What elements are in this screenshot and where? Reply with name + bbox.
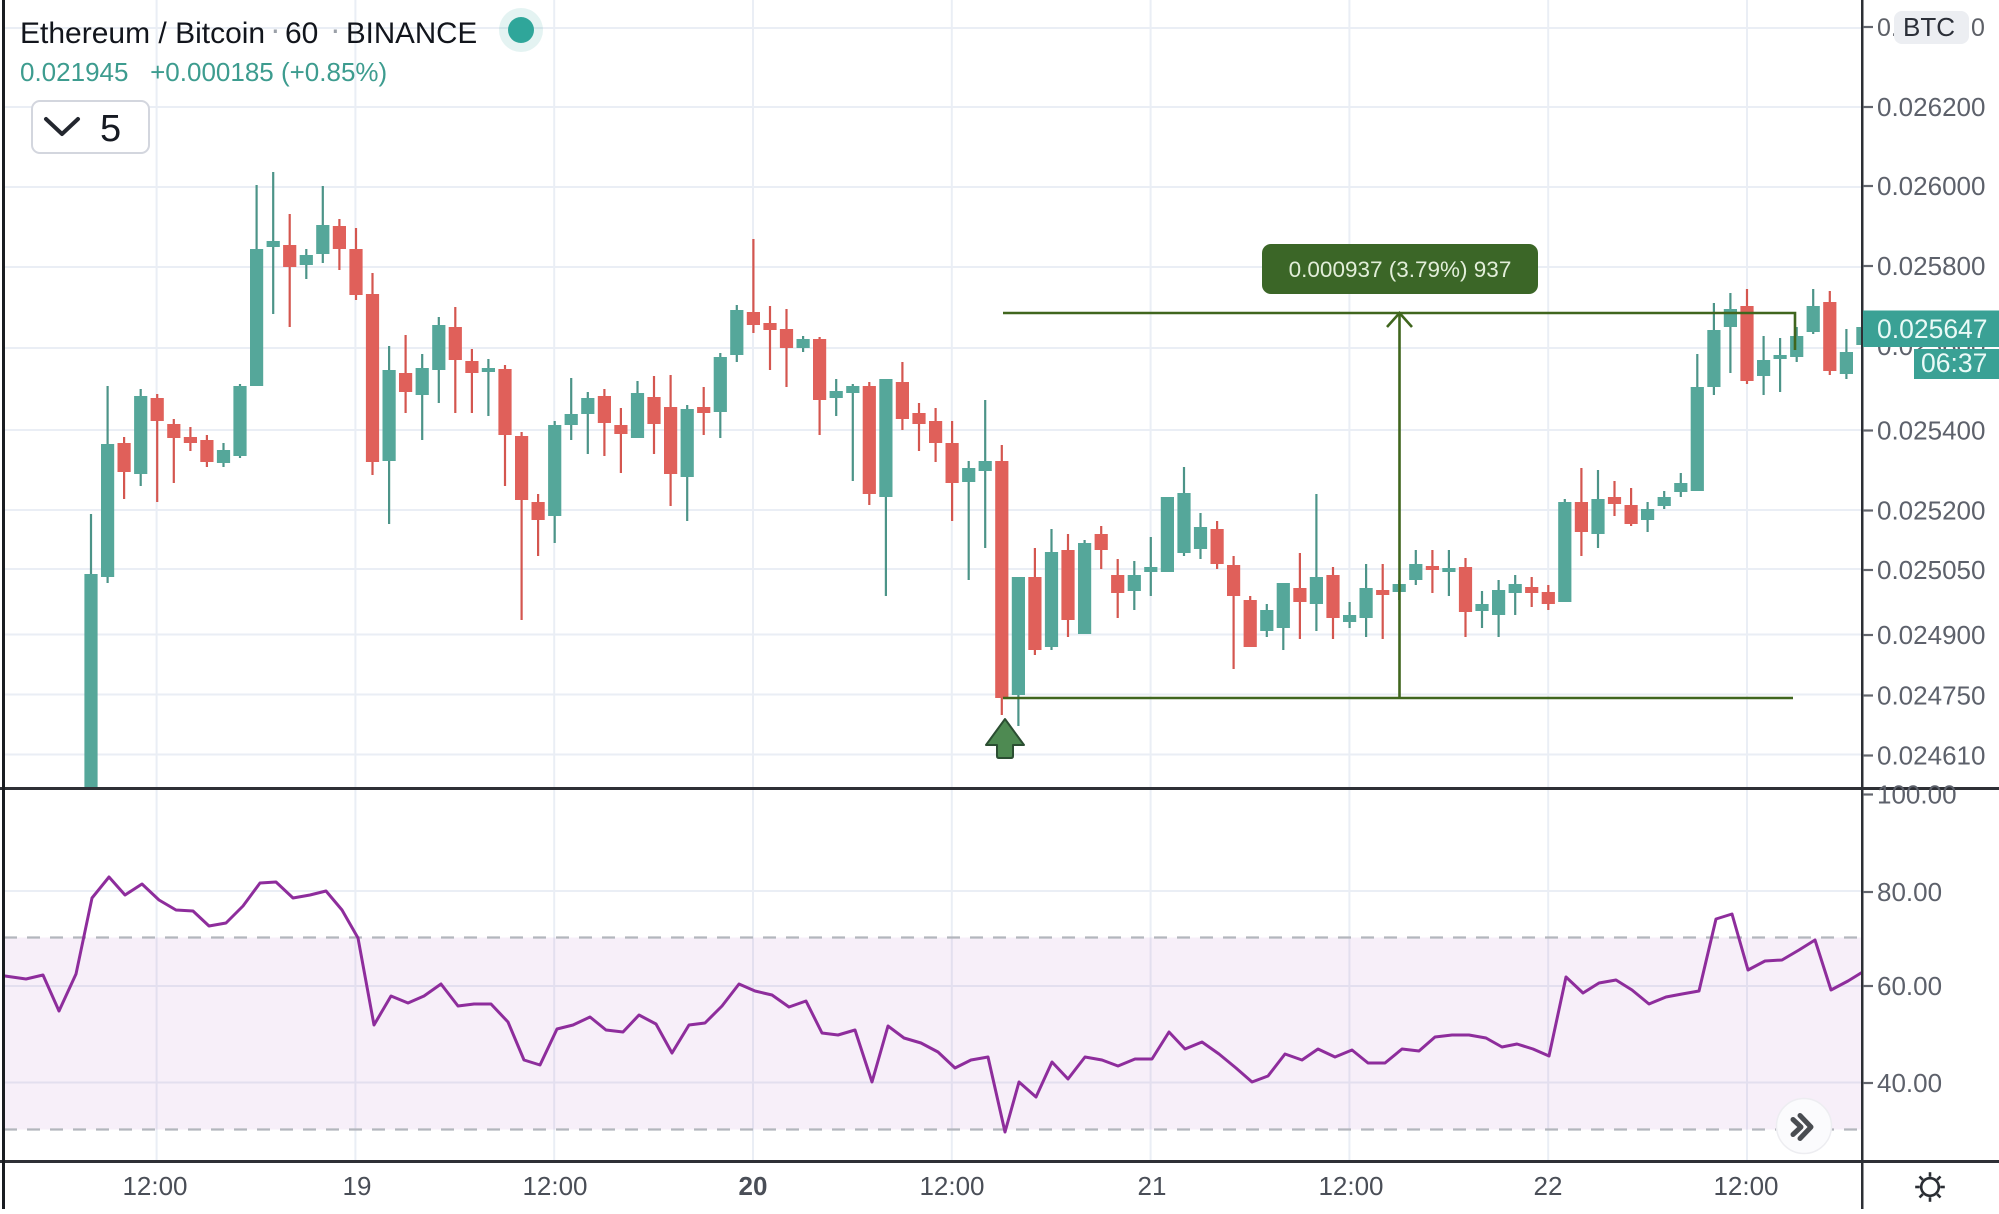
svg-text:0.024750: 0.024750	[1877, 681, 1985, 711]
svg-text:06:37: 06:37	[1921, 348, 1987, 378]
svg-text:0.021945 +0.000185 (+0.85%): 0.021945 +0.000185 (+0.85%)	[20, 57, 387, 87]
svg-text:12:00: 12:00	[522, 1171, 587, 1201]
svg-text:12:00: 12:00	[919, 1171, 984, 1201]
svg-text:0.025200: 0.025200	[1877, 496, 1985, 526]
svg-text:·: ·	[330, 11, 341, 47]
svg-text:20: 20	[739, 1171, 768, 1201]
svg-text:BTC: BTC	[1903, 12, 1955, 42]
svg-text:100.00: 100.00	[1877, 780, 1957, 810]
svg-text:0.: 0.	[1877, 14, 1898, 42]
svg-text:12:00: 12:00	[1713, 1171, 1778, 1201]
svg-text:0.026200: 0.026200	[1877, 92, 1985, 122]
svg-text:BINANCE: BINANCE	[346, 17, 477, 50]
svg-text:5: 5	[100, 108, 121, 150]
svg-text:0.000937 (3.79%) 937: 0.000937 (3.79%) 937	[1289, 257, 1512, 282]
svg-text:22: 22	[1534, 1171, 1563, 1201]
svg-text:0.024610: 0.024610	[1877, 741, 1985, 771]
svg-text:21: 21	[1138, 1171, 1167, 1201]
svg-text:Ethereum / Bitcoin: Ethereum / Bitcoin	[20, 17, 265, 50]
svg-text:0.025400: 0.025400	[1877, 416, 1985, 446]
svg-text:0.026000: 0.026000	[1877, 171, 1985, 201]
svg-text:12:00: 12:00	[1318, 1171, 1383, 1201]
svg-text:60.00: 60.00	[1877, 971, 1942, 1001]
svg-text:·: ·	[270, 11, 281, 47]
svg-text:80.00: 80.00	[1877, 877, 1942, 907]
svg-text:19: 19	[343, 1171, 372, 1201]
svg-text:0.025050: 0.025050	[1877, 555, 1985, 585]
svg-text:0.025647: 0.025647	[1877, 314, 1988, 344]
svg-text:0.024900: 0.024900	[1877, 620, 1985, 650]
svg-text:0: 0	[1971, 14, 1985, 42]
svg-text:40.00: 40.00	[1877, 1068, 1942, 1098]
svg-text:12:00: 12:00	[122, 1171, 187, 1201]
svg-text:0.025800: 0.025800	[1877, 251, 1985, 281]
svg-text:60: 60	[285, 17, 318, 50]
